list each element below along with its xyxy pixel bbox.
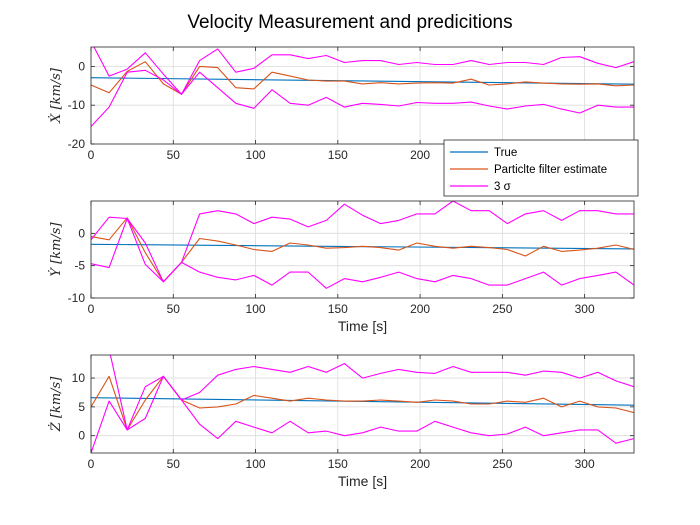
y-tick-label: -10 — [68, 98, 86, 112]
y-tick-label: 0 — [78, 59, 85, 73]
x-tick-label: 200 — [410, 148, 430, 162]
series-group — [91, 201, 634, 289]
axes-frame — [90, 200, 635, 299]
y-tick-label: -5 — [74, 259, 85, 273]
x-tick-label: 50 — [167, 457, 181, 471]
y-tick-label: 0 — [78, 429, 85, 443]
y-tick-label: -10 — [68, 291, 86, 305]
figure-title: Velocity Measurement and predicitions — [187, 12, 512, 33]
plot-area — [91, 47, 634, 144]
x-tick-label: 50 — [167, 302, 181, 316]
x-tick-label: 250 — [492, 302, 512, 316]
x-tick-label: 200 — [410, 302, 430, 316]
x-tick-label: 0 — [88, 148, 95, 162]
sigma-lower-line — [91, 217, 634, 289]
x-tick-label: 150 — [328, 302, 348, 316]
panel-2: 0 50 100 150 200 250 300 0 -5 -10 Ẏ [km/s] Time [s] — [47, 200, 635, 334]
legend-box — [443, 139, 639, 197]
series-group — [91, 355, 634, 453]
x-tick-label: 300 — [575, 457, 595, 471]
x-axis-label: Time [s] — [338, 318, 387, 334]
x-tick-label: 50 — [167, 148, 181, 162]
x-axis-label: Time [s] — [338, 473, 387, 489]
x-tick-label: 100 — [246, 148, 266, 162]
legend: True Particlte filter estimate 3 σ — [443, 139, 639, 197]
x-tick-label: 300 — [575, 302, 595, 316]
legend-entry-label: 3 σ — [494, 181, 511, 193]
y-axis-label: Ż [km/s] — [47, 376, 64, 432]
series-group — [91, 47, 634, 127]
y-axis-label: Ẏ [km/s] — [47, 222, 64, 277]
y-tick-label: 5 — [78, 400, 85, 414]
x-tick-label: 0 — [88, 457, 95, 471]
y-tick-label: -20 — [68, 137, 86, 151]
legend-entry-label: Particlte filter estimate — [494, 164, 607, 176]
y-tick-label: 10 — [72, 371, 86, 385]
y-tick-label: 0 — [78, 226, 85, 240]
x-tick-label: 250 — [492, 457, 512, 471]
x-tick-label: 150 — [328, 457, 348, 471]
x-tick-label: 100 — [246, 302, 266, 316]
y-axis-label: Ẋ [km/s] — [47, 67, 64, 124]
x-tick-label: 100 — [246, 457, 266, 471]
x-tick-label: 0 — [88, 302, 95, 316]
legend-entry-label: True — [494, 147, 517, 159]
x-tick-label: 200 — [410, 457, 430, 471]
axes-frame — [90, 354, 635, 454]
axes-frame — [90, 46, 635, 145]
sigma-lower-line — [91, 69, 634, 127]
x-tick-label: 150 — [328, 148, 348, 162]
sigma-lower-line — [91, 375, 634, 453]
